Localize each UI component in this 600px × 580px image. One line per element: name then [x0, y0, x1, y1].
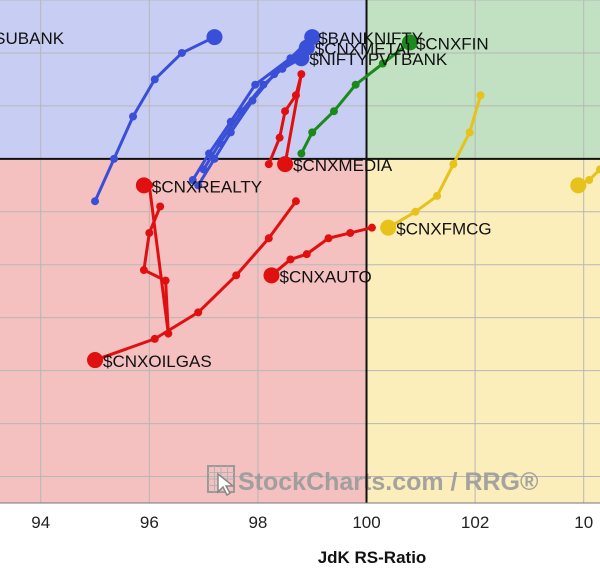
- trail-head-cnxoilgas: [87, 352, 104, 369]
- x-tick-label: 10: [574, 513, 593, 532]
- trail-head-cnxfin: [401, 34, 418, 51]
- trail-point-cnxfin: [329, 107, 338, 116]
- trail-point-cnxmedia: [281, 107, 290, 116]
- x-axis-title: JdK RS-Ratio: [318, 548, 427, 567]
- trail-head-cnxmedia: [277, 156, 294, 173]
- trail-label-cnxfmcg: $CNXFMCG: [396, 220, 491, 239]
- trail-point-niftypvtbank: [215, 138, 224, 147]
- x-tick-label: 100: [352, 513, 380, 532]
- trail-point-cnxfmcg: [433, 191, 442, 200]
- trail-point-cnxauto: [302, 250, 311, 259]
- watermark: StockCharts.com / RRG®: [207, 465, 539, 497]
- x-tick-label: 98: [248, 513, 267, 532]
- trail-point-cnxauto: [286, 255, 295, 264]
- trail-point-niftypvtbank: [259, 80, 268, 89]
- quadrant-lagging: [0, 158, 367, 503]
- quadrant-backgrounds: [0, 0, 600, 503]
- trail-point-cnxpsubank: [91, 197, 100, 206]
- trail-point-banknifty: [251, 80, 260, 89]
- trail-point-cnxoilgas: [194, 308, 203, 317]
- trail-point-cnxrealty: [161, 276, 170, 285]
- trail-point-cnxfmcg: [465, 128, 474, 137]
- trail-point-cnxfmcg: [476, 91, 485, 100]
- trail-head-cnxauto: [263, 267, 280, 284]
- trail-head-cnxrealty: [135, 177, 152, 194]
- trail-point-series-10: [585, 176, 594, 185]
- trail-point-cnxmedia: [264, 160, 273, 169]
- trail-point-cnxfmcg: [449, 160, 458, 169]
- trail-label-niftypvtbank: $NIFTYPVTBANK: [309, 50, 448, 69]
- trail-line-cnxpsubank: [93, 35, 216, 203]
- x-axis-ticks: 94 96 98 100 102 10: [31, 513, 593, 532]
- trail-line-banknifty: [191, 35, 314, 182]
- trail-label-cnxmedia: $CNXMEDIA: [293, 156, 393, 175]
- trail-point-cnxauto: [367, 223, 376, 232]
- trail-labels: XPSUBANK $CNXMETAL$BANKNIFTY $NIFTYPVTBANK…: [0, 29, 492, 371]
- trail-point-cnxmedia: [297, 70, 306, 79]
- x-tick-label: 102: [461, 513, 489, 532]
- trail-point-cnxauto: [324, 234, 333, 243]
- trail-point-cnxmetal: [194, 181, 203, 190]
- trail-point-series-10: [596, 165, 600, 174]
- trail-point-cnxrealty: [156, 202, 165, 211]
- trail-point-niftypvtbank: [237, 107, 246, 116]
- trail-head-cnxfmcg: [380, 219, 397, 236]
- trail-head-series-10: [570, 177, 587, 194]
- trail-line-cnxmedia: [267, 72, 303, 166]
- trail-point-banknifty: [188, 176, 197, 185]
- trail-point-cnxfin: [297, 149, 306, 158]
- quadrant-improving: [0, 0, 367, 159]
- trail-point-cnxrealty: [139, 266, 148, 275]
- trail-point-cnxpsubank: [150, 75, 159, 84]
- rotation-trails: [87, 29, 600, 369]
- trail-point-cnxpsubank: [129, 112, 138, 121]
- trail-point-cnxfin: [351, 80, 360, 89]
- trail-line-cnxfmcg: [386, 93, 483, 230]
- trail-line-cnxoilgas: [93, 199, 298, 362]
- trail-point-banknifty: [286, 54, 295, 63]
- trail-head-banknifty: [304, 29, 321, 46]
- trail-point-cnxmedia: [275, 133, 284, 142]
- x-tick-label: 96: [140, 513, 159, 532]
- trail-point-cnxoilgas: [264, 234, 273, 243]
- trail-point-cnxoilgas: [150, 334, 159, 343]
- watermark-text: StockCharts.com / RRG®: [238, 468, 539, 496]
- trail-point-niftypvtbank: [278, 64, 287, 73]
- trail-point-cnxauto: [346, 228, 355, 237]
- center-axes: [0, 0, 600, 504]
- trail-point-cnxfin: [308, 128, 317, 137]
- trail-point-cnxfmcg: [411, 207, 420, 216]
- trail-label-cnxauto: $CNXAUTO: [279, 267, 371, 286]
- trail-point-cnxoilgas: [232, 271, 241, 280]
- trail-label-cnxpsubank: XPSUBANK: [0, 29, 65, 48]
- trail-point-cnxpsubank: [110, 154, 119, 163]
- trail-label-cnxoilgas: $CNXOILGAS: [103, 352, 212, 371]
- trail-label-banknifty: $BANKNIFTY: [318, 29, 423, 48]
- trail-point-cnxmedia: [291, 91, 300, 100]
- quadrant-weakening: [366, 158, 600, 503]
- quadrant-leading: [366, 0, 600, 159]
- cursor-icon: [217, 472, 236, 497]
- trail-point-niftypvtbank: [199, 165, 208, 174]
- trail-point-cnxoilgas: [291, 197, 300, 206]
- trail-head-cnxpsubank: [206, 29, 223, 46]
- x-tick-label: 94: [31, 513, 50, 532]
- trail-label-cnxmetal: $CNXMETAL: [315, 40, 416, 59]
- trail-point-cnxrealty: [145, 228, 154, 237]
- trail-label-cnxrealty: $CNXREALTY: [152, 177, 262, 196]
- trail-point-cnxfin: [378, 59, 387, 68]
- trail-label-cnxfin: $CNXFIN: [416, 34, 489, 53]
- trail-point-cnxpsubank: [177, 48, 186, 57]
- trail-head-niftypvtbank: [293, 50, 310, 67]
